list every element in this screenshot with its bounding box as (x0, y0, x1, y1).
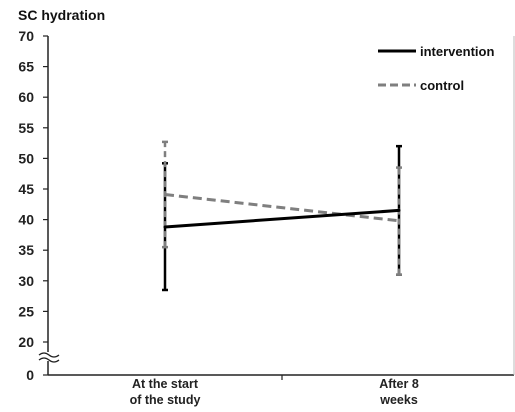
data-point-intervention (163, 225, 167, 229)
x-tick-label: of the study (130, 393, 201, 407)
legend-label-intervention: intervention (420, 44, 494, 59)
y-tick-label: 45 (18, 181, 34, 197)
y-tick-label: 0 (26, 367, 34, 383)
y-tick-label: 25 (18, 303, 34, 319)
legend-label-control: control (420, 78, 464, 93)
series-line-control (164, 193, 400, 223)
y-tick-label: 40 (18, 212, 34, 228)
chart-title: SC hydration (18, 7, 105, 23)
axis-break-mark (38, 352, 60, 358)
data-point-intervention (397, 208, 401, 212)
axis-break-mask (38, 352, 58, 361)
x-tick-label: At the start (132, 377, 199, 391)
data-point-control (163, 193, 167, 197)
y-tick-label: 65 (18, 59, 34, 75)
y-tick-label: 50 (18, 150, 34, 166)
y-tick-label: 20 (18, 334, 34, 350)
y-tick-label: 60 (18, 89, 34, 105)
x-tick-label: After 8 (379, 377, 419, 391)
axis-break-mark (38, 357, 60, 363)
series-line-intervention (164, 208, 400, 229)
data-point-control (397, 219, 401, 223)
y-tick-label: 30 (18, 273, 34, 289)
y-tick-label: 70 (18, 28, 34, 44)
y-tick-label: 35 (18, 242, 34, 258)
plot-area: 0 20 25 30 35 40 45 50 55 60 65 70 At the start of th… (18, 28, 515, 407)
y-tick-label: 55 (18, 120, 34, 136)
x-tick-label: weeks (379, 393, 418, 407)
